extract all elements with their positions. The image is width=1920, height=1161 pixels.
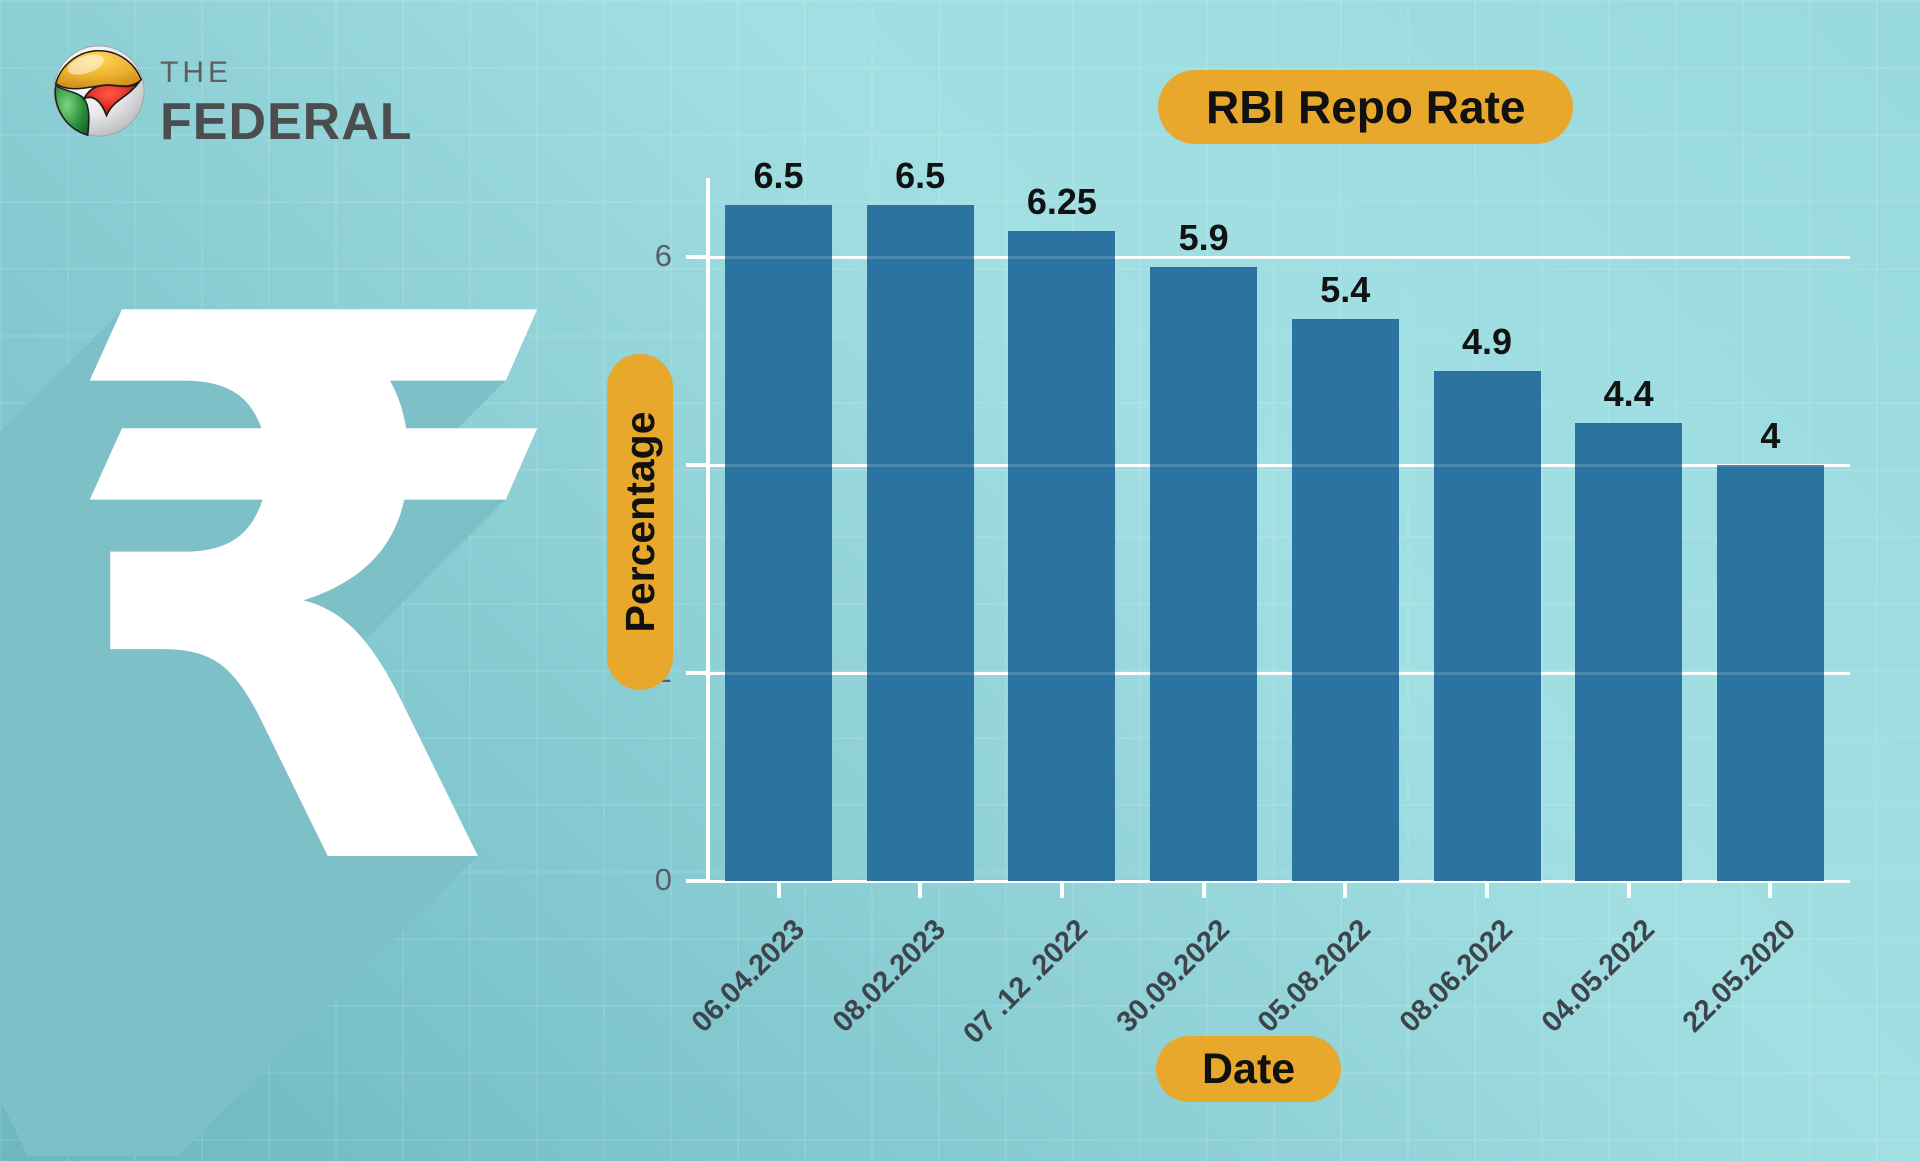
y-axis-label-pill: Percentage <box>607 354 673 690</box>
rupee-symbol: ₹ <box>52 160 574 1033</box>
y-tick-label: 6 <box>654 238 672 273</box>
brand-word-federal: FEDERAL <box>160 93 413 151</box>
gridline-overlay <box>710 671 1850 675</box>
y-axis-label: Percentage <box>616 411 663 633</box>
bar-value-label: 4.9 <box>1461 321 1513 363</box>
y-tick-mark <box>686 671 710 675</box>
bar <box>1433 371 1541 881</box>
y-tick-mark <box>686 463 710 467</box>
bar <box>1008 231 1116 881</box>
y-tick-mark <box>686 879 710 883</box>
gridline-overlay <box>710 255 1850 259</box>
bar <box>1150 267 1258 881</box>
x-tick-mark <box>1485 883 1489 898</box>
x-tick-mark <box>1626 883 1631 898</box>
bar <box>1575 423 1683 881</box>
brand-word-the: THE <box>160 56 232 89</box>
gridline <box>710 671 1850 675</box>
bar <box>1716 465 1824 881</box>
bar-value-label: 6.5 <box>895 155 946 196</box>
bar-value-label: 6.5 <box>753 155 804 196</box>
bar-value-label: 5.9 <box>1178 217 1229 259</box>
bar <box>725 205 832 881</box>
bar <box>1291 319 1399 881</box>
x-tick-mark <box>776 883 781 898</box>
chart-title-pill: RBI Repo Rate <box>1158 70 1574 144</box>
bar-value-label: 4.4 <box>1603 373 1654 415</box>
x-axis-label-pill: Date <box>1156 1036 1342 1102</box>
x-axis-label: Date <box>1202 1044 1296 1093</box>
gridline-overlay <box>710 463 1850 467</box>
y-axis-line <box>706 178 710 883</box>
bar-value-label: 6.25 <box>1026 181 1097 222</box>
gridline <box>710 255 1850 259</box>
gridline <box>710 463 1850 467</box>
chart-title: RBI Repo Rate <box>1206 81 1526 133</box>
x-tick-mark <box>918 883 923 898</box>
bar <box>866 205 974 881</box>
y-tick-mark <box>686 255 710 259</box>
x-tick-mark <box>1201 883 1206 898</box>
gridline <box>710 879 1850 883</box>
federal-globe-icon <box>53 45 145 137</box>
x-tick-mark <box>1768 883 1773 898</box>
x-tick-mark <box>1059 883 1064 898</box>
bar-value-label: 5.4 <box>1320 269 1371 311</box>
y-tick-label: 0 <box>654 862 672 897</box>
bar-value-label: 4 <box>1760 415 1781 456</box>
federal-logo: THE FEDERAL <box>52 44 413 152</box>
x-tick-mark <box>1343 883 1348 898</box>
